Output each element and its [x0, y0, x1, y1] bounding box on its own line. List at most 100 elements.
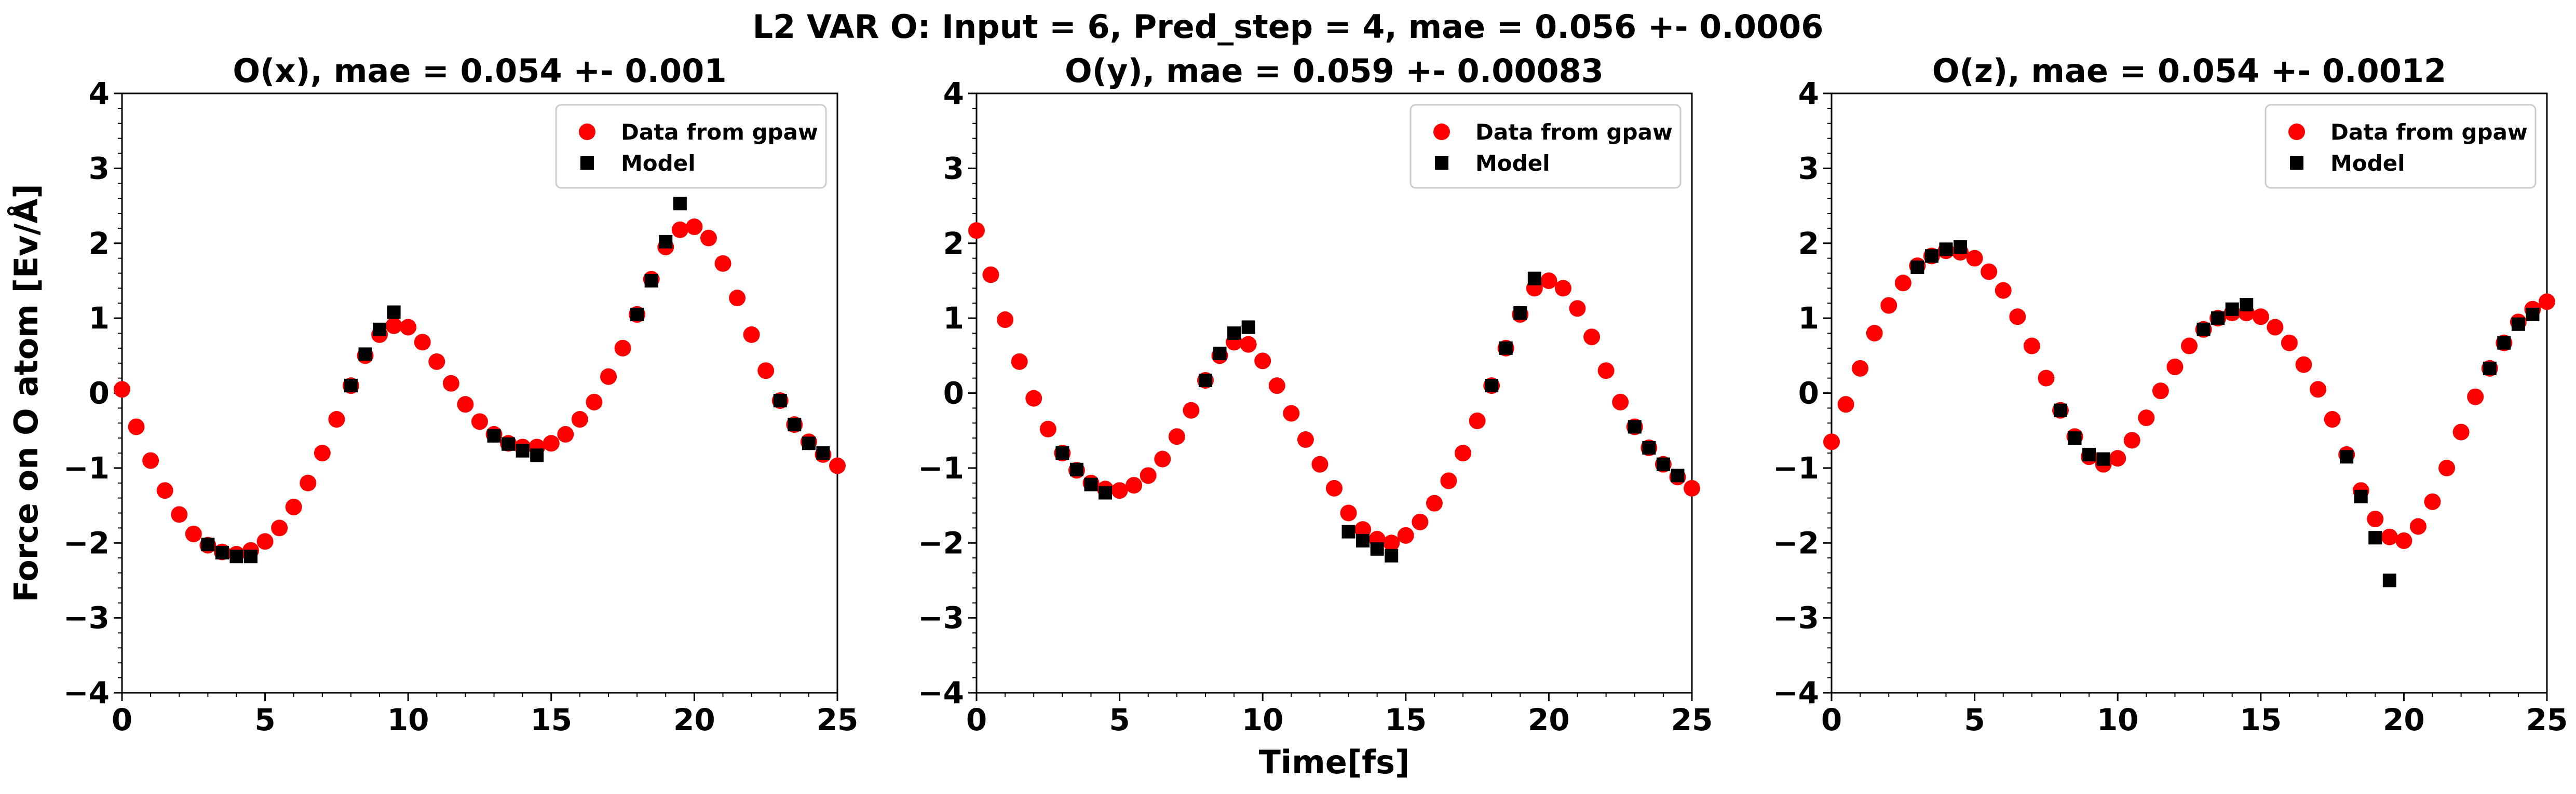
data-point-model — [1513, 306, 1527, 320]
data-point-gpaw — [2310, 381, 2327, 398]
data-point-gpaw — [1111, 482, 1128, 499]
data-point-gpaw — [1966, 250, 1983, 267]
data-point-gpaw — [2009, 308, 2026, 325]
x-tick-label: 5 — [1109, 702, 1130, 737]
y-tick-label: 0 — [1798, 376, 1819, 411]
data-point-gpaw — [1268, 377, 1285, 394]
data-point-gpaw — [1866, 325, 1883, 341]
data-point-model — [501, 437, 516, 451]
data-point-gpaw — [142, 452, 159, 469]
data-point-model — [2368, 531, 2382, 545]
figure-suptitle: L2 VAR O: Input = 6, Pred_step = 4, mae … — [753, 8, 1824, 46]
y-tick-label: −4 — [63, 675, 110, 710]
data-point-gpaw — [1684, 480, 1700, 497]
data-point-gpaw — [1354, 521, 1372, 538]
data-point-model — [2096, 452, 2110, 466]
data-point-gpaw — [2452, 423, 2470, 441]
data-point-gpaw — [2438, 459, 2456, 476]
data-point-gpaw — [1583, 328, 1601, 346]
data-point-gpaw — [1383, 535, 1400, 552]
data-point-gpaw — [1126, 477, 1143, 494]
data-point-gpaw — [428, 353, 445, 370]
data-point-gpaw — [314, 445, 331, 461]
x-tick-label: 10 — [387, 702, 429, 737]
y-tick-label: −1 — [918, 450, 964, 486]
data-point-model — [2068, 431, 2082, 445]
y-tick-label: −1 — [1773, 450, 1819, 486]
data-point-gpaw — [2181, 337, 2198, 354]
data-point-gpaw — [1880, 297, 1897, 314]
x-tick-label: 15 — [2240, 702, 2282, 737]
data-point-gpaw — [700, 229, 717, 247]
data-point-gpaw — [471, 413, 488, 430]
data-point-gpaw — [2467, 388, 2484, 405]
data-point-gpaw — [2109, 450, 2126, 467]
legend-marker-gpaw — [1433, 124, 1450, 140]
data-point-gpaw — [185, 525, 202, 542]
data-point-gpaw — [1183, 402, 1200, 419]
data-point-gpaw — [2409, 518, 2426, 535]
y-tick-label: 0 — [89, 376, 110, 411]
data-point-gpaw — [1140, 467, 1157, 484]
legend-label: Data from gpaw — [2330, 119, 2528, 145]
data-point-gpaw — [128, 418, 145, 435]
x-tick-label: 25 — [2526, 702, 2568, 737]
x-tick-label: 15 — [530, 702, 572, 737]
data-point-gpaw — [271, 519, 288, 537]
data-point-model — [773, 393, 787, 407]
data-point-model — [1671, 469, 1685, 483]
data-point-model — [630, 307, 644, 321]
data-point-model — [1069, 462, 1083, 476]
data-point-gpaw — [1981, 263, 1998, 280]
data-point-model — [2053, 403, 2067, 417]
data-point-gpaw — [2539, 293, 2555, 310]
data-point-gpaw — [1326, 480, 1343, 497]
y-tick-label: 4 — [1798, 76, 1819, 111]
data-point-gpaw — [1995, 282, 2012, 299]
data-point-gpaw — [714, 255, 731, 272]
data-point-gpaw — [400, 319, 417, 336]
data-point-gpaw — [442, 375, 459, 392]
legend-box — [1409, 104, 1682, 189]
y-tick-label: −2 — [1773, 525, 1819, 560]
data-point-model — [2526, 307, 2540, 321]
data-point-model — [1628, 420, 1642, 434]
data-point-model — [516, 444, 530, 458]
x-tick-label: 25 — [817, 702, 859, 737]
data-point-model — [387, 305, 401, 319]
data-point-gpaw — [829, 457, 846, 474]
data-point-gpaw — [968, 222, 985, 239]
data-point-model — [344, 379, 358, 393]
y-tick-label: −3 — [918, 600, 964, 636]
data-point-gpaw — [1154, 450, 1171, 468]
data-point-gpaw — [300, 474, 317, 491]
panel-title: O(y), mae = 0.059 +- 0.00083 — [1065, 52, 1604, 90]
data-point-model — [2483, 361, 2497, 375]
legend: Data from gpaw Model — [1409, 104, 1682, 189]
data-point-model — [2340, 450, 2354, 464]
data-point-gpaw — [1440, 472, 1457, 489]
data-point-model — [659, 235, 673, 249]
data-point-gpaw — [1311, 456, 1328, 473]
data-point-gpaw — [1894, 275, 1911, 292]
data-point-gpaw — [1025, 390, 1042, 407]
data-point-gpaw — [2152, 382, 2169, 400]
data-point-model — [1084, 477, 1098, 491]
data-point-gpaw — [1540, 272, 1557, 289]
y-tick-label: −3 — [1773, 600, 1819, 636]
y-tick-label: 1 — [943, 300, 964, 336]
data-point-model — [1954, 240, 1968, 254]
data-point-model — [1642, 441, 1656, 455]
data-point-gpaw — [1554, 280, 1571, 297]
data-point-gpaw — [114, 381, 130, 398]
data-point-gpaw — [1823, 433, 1840, 450]
data-point-gpaw — [2023, 337, 2040, 354]
data-point-model — [1241, 320, 1255, 334]
data-point-gpaw — [2281, 334, 2298, 351]
data-point-gpaw — [1569, 300, 1586, 317]
data-point-model — [816, 446, 830, 460]
data-point-gpaw — [256, 533, 274, 550]
data-point-gpaw — [2324, 411, 2341, 428]
